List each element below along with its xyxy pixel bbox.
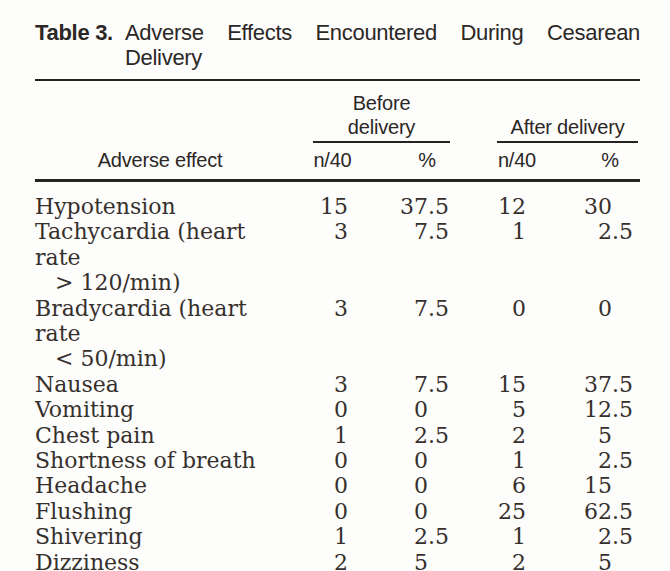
after-n-cell: 1 <box>467 524 545 549</box>
after-n-cell: 1 <box>467 219 545 295</box>
after-n-cell: 6 <box>467 473 545 498</box>
before-pct-cell: 0 <box>362 448 467 473</box>
effect-cell: Dizziness <box>35 550 285 571</box>
effect-label: Chest pain <box>35 423 155 448</box>
before-delivery-group-header: Before delivery <box>313 81 450 143</box>
before-pct-cell: 7.5 <box>362 372 467 397</box>
effect-cell: Hypotension <box>35 194 285 219</box>
before-pct-cell: 0 <box>362 473 467 498</box>
after-n-cell: 5 <box>467 397 545 422</box>
before-n-cell: 3 <box>285 296 362 372</box>
after-n-cell: 1 <box>467 448 545 473</box>
column-header-before-percent: % <box>362 143 467 179</box>
after-pct-cell: 37.5 <box>545 372 640 397</box>
after-n-cell: 12 <box>467 194 545 219</box>
before-pct-cell: 5 <box>362 550 467 571</box>
before-n-cell: 0 <box>285 448 362 473</box>
before-pct-cell: 2.5 <box>362 423 467 448</box>
before-group-line1: Before <box>353 91 411 115</box>
after-pct-cell: 15 <box>545 473 640 498</box>
table-title-line2: Delivery <box>125 45 640 70</box>
effect-cell: Flushing <box>35 499 285 524</box>
table-title-line1: Adverse Effects Encountered During Cesar… <box>125 20 640 45</box>
after-pct-cell: 5 <box>545 423 640 448</box>
after-pct-cell: 2.5 <box>545 524 640 549</box>
effect-label: Nausea <box>35 372 119 397</box>
after-pct-cell: 0 <box>545 296 640 372</box>
table-header: Before delivery After delivery Adverse e… <box>35 81 640 179</box>
effect-cell: Headache <box>35 473 285 498</box>
before-n-cell: 0 <box>285 473 362 498</box>
table-number-label: Table 3. <box>35 20 125 70</box>
after-pct-cell: 30 <box>545 194 640 219</box>
table-figure: Table 3. Adverse Effects Encountered Dur… <box>0 0 670 571</box>
before-group-line2: delivery <box>348 115 415 139</box>
after-pct-cell: 2.5 <box>545 219 640 295</box>
after-n-cell: 0 <box>467 296 545 372</box>
after-pct-cell: 12.5 <box>545 397 640 422</box>
before-pct-cell: 2.5 <box>362 524 467 549</box>
after-n-cell: 25 <box>467 499 545 524</box>
before-pct-cell: 0 <box>362 397 467 422</box>
effect-cell: Vomiting <box>35 397 285 422</box>
column-header-adverse-effect: Adverse effect <box>35 143 285 179</box>
effect-label: Hypotension <box>35 194 176 219</box>
effect-cell: Nausea <box>35 372 285 397</box>
effect-label-wrap: > 120/min) <box>35 270 285 295</box>
after-pct-cell: 2.5 <box>545 448 640 473</box>
after-n-cell: 2 <box>467 550 545 571</box>
effect-label: Tachycardia (heart rate <box>35 219 245 269</box>
effect-cell: Bradycardia (heart rate< 50/min) <box>35 296 285 372</box>
before-pct-cell: 0 <box>362 499 467 524</box>
effect-cell: Chest pain <box>35 423 285 448</box>
before-n-cell: 2 <box>285 550 362 571</box>
before-n-cell: 0 <box>285 499 362 524</box>
after-delivery-group-header: After delivery <box>497 81 638 143</box>
column-header-after-percent: % <box>545 143 640 179</box>
before-n-cell: 1 <box>285 423 362 448</box>
before-pct-cell: 7.5 <box>362 219 467 295</box>
before-n-cell: 1 <box>285 524 362 549</box>
effect-label: Vomiting <box>35 397 134 422</box>
before-pct-cell: 37.5 <box>362 194 467 219</box>
effect-label: Shivering <box>35 524 143 549</box>
effect-cell: Shivering <box>35 524 285 549</box>
before-n-cell: 3 <box>285 372 362 397</box>
table-caption: Table 3. Adverse Effects Encountered Dur… <box>35 20 640 70</box>
column-header-before-n: n/40 <box>285 143 362 179</box>
after-n-cell: 2 <box>467 423 545 448</box>
effect-label: Shortness of breath <box>35 448 256 473</box>
after-pct-cell: 62.5 <box>545 499 640 524</box>
before-n-cell: 15 <box>285 194 362 219</box>
before-pct-cell: 7.5 <box>362 296 467 372</box>
before-n-cell: 3 <box>285 219 362 295</box>
table-content: Table 3. Adverse Effects Encountered Dur… <box>35 20 640 571</box>
before-n-cell: 0 <box>285 397 362 422</box>
effect-cell: Shortness of breath <box>35 448 285 473</box>
after-group-label: After delivery <box>511 115 625 139</box>
after-n-cell: 15 <box>467 372 545 397</box>
effect-label: Bradycardia (heart rate <box>35 296 247 346</box>
table-title: Adverse Effects Encountered During Cesar… <box>125 20 640 70</box>
effect-label-wrap: < 50/min) <box>35 346 285 371</box>
table-body: Hypotension 15 37.5 12 30 Tachycardia (h… <box>35 182 640 571</box>
after-pct-cell: 5 <box>545 550 640 571</box>
effect-label: Dizziness <box>35 550 140 571</box>
effect-label: Headache <box>35 473 147 498</box>
effect-label: Flushing <box>35 499 132 524</box>
column-header-after-n: n/40 <box>467 143 545 179</box>
effect-cell: Tachycardia (heart rate> 120/min) <box>35 219 285 295</box>
